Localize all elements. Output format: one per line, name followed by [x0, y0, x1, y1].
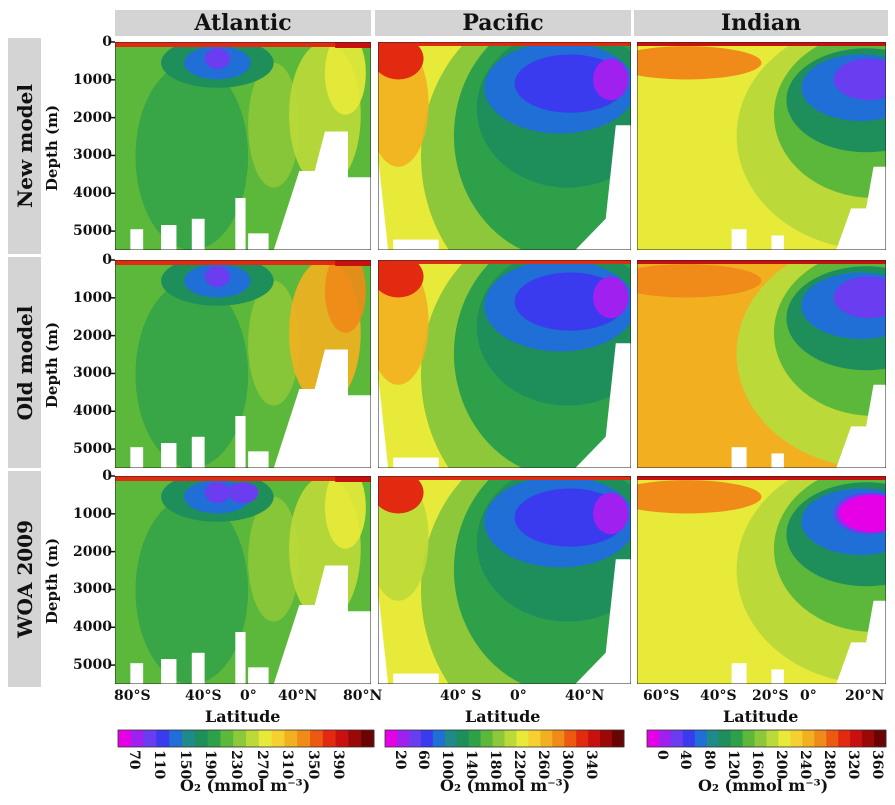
x-tick-label-atlantic: 40°N: [278, 688, 318, 704]
y-tick-label: 1000: [73, 289, 112, 306]
x-tick-label-pacific: 40° S: [440, 688, 482, 704]
colorbar-title-atlantic: O₂ (mmol m⁻³): [180, 776, 311, 795]
x-tick-label-pacific: 0°: [510, 688, 527, 704]
colorbar-tick-label-pac: 300: [558, 750, 575, 780]
column-header-atlantic: Atlantic: [115, 10, 371, 36]
row-header-new-model: New model: [8, 38, 41, 254]
colorbar-tick-label-atl: 310: [279, 750, 296, 780]
colorbar-title-indian: O₂ (mmol m⁻³): [698, 776, 829, 795]
y-tick-label: 3000: [73, 365, 112, 382]
colorbar-tick-label-ind: 360: [868, 750, 885, 780]
colorbar-tick-label-atl: 110: [151, 750, 168, 780]
colorbar-tick-label-ind: 200: [773, 750, 790, 780]
y-tick-label: 4000: [73, 185, 112, 202]
panel-new-pac: [378, 42, 631, 250]
colorbar-tick-label-atl: 150: [176, 750, 193, 780]
colorbar-title-pacific: O₂ (mmol m⁻³): [440, 776, 571, 795]
colorbar-tick-label-pac: 220: [511, 750, 528, 780]
colorbar-tick-label-pac: 60: [415, 750, 432, 770]
y-tick-label: 4000: [73, 619, 112, 636]
panel-woa-atl: [115, 476, 371, 684]
x-tick-label-indian: 40°S: [700, 688, 737, 704]
colorbar-tick-label-atl: 230: [228, 750, 245, 780]
y-tick-label: 4000: [73, 403, 112, 420]
colorbar-tick-label-ind: 240: [796, 750, 813, 780]
x-axis-label-atlantic: Latitude: [205, 707, 281, 726]
x-tick-label-indian: 20°N: [845, 688, 885, 704]
column-header-pacific: Pacific: [375, 10, 631, 36]
colorbar-tick-label-ind: 280: [820, 750, 837, 780]
x-tick-label-atlantic: 0°: [240, 688, 257, 704]
colorbar-atl: [117, 729, 375, 748]
row-header-woa-2009: WOA 2009: [8, 471, 41, 687]
column-header-indian: Indian: [634, 10, 888, 36]
colorbar-tick-label-atl: 390: [330, 750, 347, 780]
panel-woa-pac: [378, 476, 631, 684]
colorbar-tick-label-pac: 260: [534, 750, 551, 780]
panel-new-ind: [637, 42, 886, 250]
panel-old-atl: [115, 260, 371, 468]
panel-new-atl: [115, 42, 371, 250]
y-tick-label: 5000: [73, 657, 112, 674]
colorbar-tick-label-ind: 120: [725, 750, 742, 780]
y-tick-label: 3000: [73, 581, 112, 598]
y-tick-label: 5000: [73, 223, 112, 240]
colorbar-tick-label-ind: 320: [844, 750, 861, 780]
panel-woa-ind: [637, 476, 886, 684]
x-tick-label-indian: 60°S: [643, 688, 680, 704]
colorbar-tick-label-ind: 40: [677, 750, 694, 770]
colorbar-tick-label-pac: 140: [463, 750, 480, 780]
y-tick-label: 3000: [73, 147, 112, 164]
panel-old-ind: [637, 260, 886, 468]
y-tick-label: 0: [102, 252, 112, 268]
x-tick-label-atlantic: 40°S: [185, 688, 222, 704]
y-tick-label: 5000: [73, 441, 112, 458]
y-tick-label: 1000: [73, 505, 112, 522]
row-header-old-model: Old model: [8, 257, 41, 468]
colorbar-tick-label-ind: 160: [749, 750, 766, 780]
y-tick-label: 0: [102, 468, 112, 484]
x-tick-label-pacific: 40°N: [565, 688, 605, 704]
colorbar-tick-label-atl: 190: [202, 750, 219, 780]
colorbar-tick-label-atl: 270: [253, 750, 270, 780]
y-tick-label: 2000: [73, 109, 112, 126]
x-axis-label-indian: Latitude: [723, 707, 799, 726]
colorbar-tick-label-pac: 180: [487, 750, 504, 780]
x-tick-label-indian: 0°: [800, 688, 817, 704]
colorbar-ind: [646, 729, 887, 748]
y-tick-label: 2000: [73, 327, 112, 344]
colorbar-tick-label-pac: 340: [582, 750, 599, 780]
colorbar-tick-label-ind: 80: [701, 750, 718, 770]
colorbar-tick-label-pac: 100: [439, 750, 456, 780]
y-tick-label: 1000: [73, 71, 112, 88]
y-tick-label: 2000: [73, 543, 112, 560]
colorbar-pac: [384, 729, 625, 748]
x-tick-label-atlantic: 80°S: [114, 688, 151, 704]
colorbar-tick-label-atl: 70: [125, 750, 142, 770]
panel-old-pac: [378, 260, 631, 468]
x-tick-label-atlantic: 80°N: [343, 688, 383, 704]
x-axis-label-pacific: Latitude: [465, 707, 541, 726]
x-tick-label-indian: 20°S: [752, 688, 789, 704]
colorbar-tick-label-atl: 350: [304, 750, 321, 780]
y-tick-label: 0: [102, 34, 112, 50]
colorbar-tick-label-ind: 0: [653, 750, 670, 760]
colorbar-tick-label-pac: 20: [391, 750, 408, 770]
